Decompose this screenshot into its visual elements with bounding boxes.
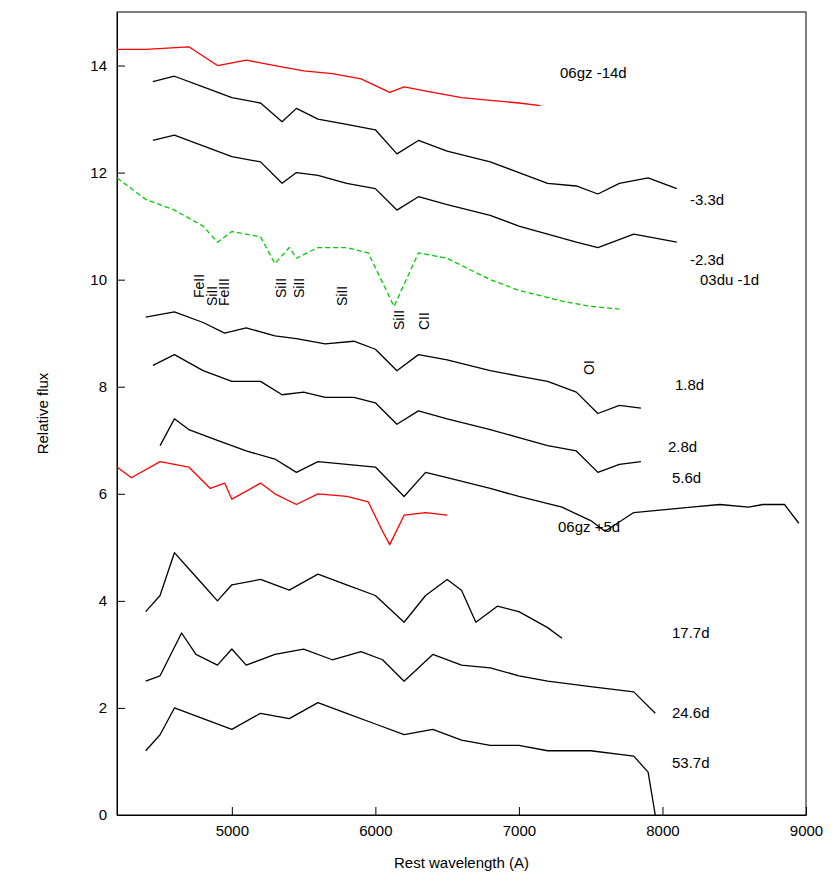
spectrum-line [146,553,562,639]
x-axis: 5000 6000 7000 8000 9000 [118,807,824,839]
y-tick-mark [117,708,125,709]
x-tick: 8000 [646,807,679,839]
line-id-label: SiII [391,310,407,330]
y-tick-label: 14 [90,57,107,74]
x-tick-mark [662,807,663,815]
y-tick: 0 [99,806,125,823]
spectrum-line [146,703,656,815]
x-tick: 5000 [216,807,249,839]
spectrum-line [146,633,656,713]
spectrum-line [153,76,677,194]
y-tick-label: 12 [90,164,107,181]
line-id-label: OI [581,360,597,375]
y-tick: 8 [99,378,125,395]
x-axis-title: Rest wavelength (A) [394,854,529,871]
series-label: 1.8d [675,376,704,393]
x-tick-label: 6000 [359,822,392,839]
x-tick: 9000 [790,807,823,839]
y-tick-mark [117,387,125,388]
y-tick: 10 [90,271,125,288]
y-tick: 14 [90,57,125,74]
x-tick-label: 9000 [790,822,823,839]
x-tick: 7000 [503,807,536,839]
y-tick: 4 [99,592,125,609]
line-id-label: SiII [334,286,350,306]
spectra [117,47,799,815]
y-axis: 0 2 4 6 8 10 12 14 [90,13,125,824]
line-id-label: SiII [291,278,307,298]
series-label: 06gz +5d [558,518,620,535]
plot-frame [117,12,806,815]
series-label: 53.7d [672,754,710,771]
line-id-label: FeIII [216,278,232,306]
series-label: 5.6d [672,469,701,486]
y-tick-mark [117,66,125,67]
y-tick-label: 0 [99,806,107,823]
y-tick-label: 6 [99,485,107,502]
x-tick-label: 5000 [216,822,249,839]
x-tick-mark [232,807,233,815]
series-label: 17.7d [672,624,710,641]
line-id-label: SiII [273,278,289,298]
series-label: 24.6d [672,704,710,721]
x-tick-mark [806,807,807,815]
y-tick: 12 [90,164,125,181]
y-tick-label: 8 [99,378,107,395]
spectrum-line [153,135,677,247]
y-tick-label: 10 [90,271,107,288]
y-tick-mark [117,601,125,602]
series-label: -2.3d [690,251,724,268]
chart: 5000 6000 7000 8000 9000 0 2 4 6 8 10 12 14 Rest wave… [0,0,835,890]
y-tick-mark [117,280,125,281]
y-tick-label: 2 [99,699,107,716]
y-tick-mark [117,173,125,174]
y-tick-mark [117,494,125,495]
y-axis-title: Relative flux [34,372,51,454]
spectrum-line [160,419,799,531]
y-tick-mark [117,815,125,816]
spectrum-line [117,462,447,545]
series-label: 03du -1d [700,271,759,288]
y-tick: 2 [99,699,125,716]
series-label: 2.8d [668,438,697,455]
line-id-label: CII [416,312,432,330]
y-tick: 6 [99,485,125,502]
x-tick: 6000 [359,807,392,839]
y-tick-label: 4 [99,592,107,609]
series-label: -3.3d [690,191,724,208]
spectrum-line [153,355,641,473]
y-axis-line [117,13,118,816]
x-tick-mark [375,807,376,815]
series-label: 06gz -14d [560,64,627,81]
spectrum-line [117,47,540,106]
x-axis-line [118,815,807,816]
x-tick-label: 7000 [503,822,536,839]
x-tick-label: 8000 [646,822,679,839]
spectrum-line [117,178,619,309]
x-tick-mark [519,807,520,815]
